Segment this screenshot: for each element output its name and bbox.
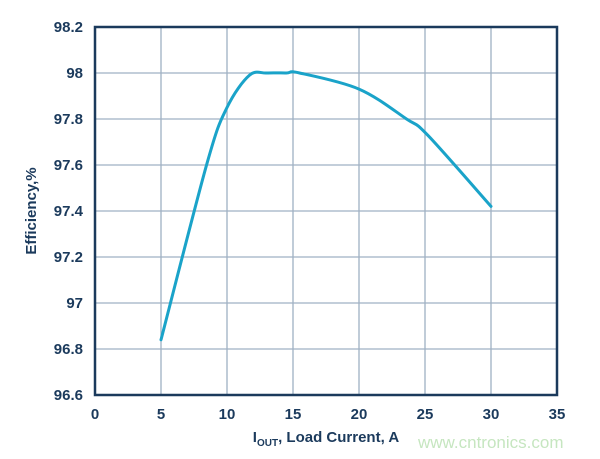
y-tick-label: 98.2 (54, 19, 83, 36)
x-tick-label: 0 (91, 406, 99, 423)
x-tick-label: 25 (417, 406, 434, 423)
plot-frame (93, 25, 559, 397)
x-tick-label: 15 (285, 406, 302, 423)
x-tick-label: 20 (351, 406, 368, 423)
x-tick-label: 35 (549, 406, 566, 423)
watermark: www.cntronics.com (418, 433, 564, 452)
x-tick-label: 5 (157, 406, 165, 423)
y-tick-label: 97.8 (54, 111, 83, 128)
y-tick-label: 96.8 (54, 341, 83, 358)
x-tick-label: 30 (483, 406, 500, 423)
y-tick-label: 97 (66, 295, 83, 312)
efficiency-line (159, 70, 493, 342)
x-tick-label: 10 (219, 406, 236, 423)
y-tick-label: 97.2 (54, 249, 83, 266)
y-tick-label: 97.6 (54, 157, 83, 174)
y-tick-label: 96.6 (54, 387, 83, 404)
y-tick-label: 98 (66, 65, 83, 82)
x-axis-label: IOUT, Load Current, A (253, 429, 400, 449)
y-tick-label: 97.4 (54, 203, 84, 220)
y-axis-label: Efficiency,% (23, 167, 40, 254)
